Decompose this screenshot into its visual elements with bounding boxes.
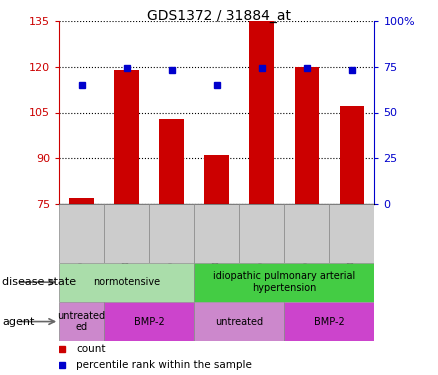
Bar — [59, 204, 104, 262]
Bar — [239, 204, 284, 262]
Text: count: count — [77, 344, 106, 354]
Bar — [194, 302, 284, 341]
Bar — [159, 118, 184, 204]
Bar — [194, 262, 374, 302]
Text: normotensive: normotensive — [93, 277, 160, 287]
Bar — [104, 204, 149, 262]
Bar — [339, 106, 364, 204]
Bar — [294, 67, 319, 204]
Text: GDS1372 / 31884_at: GDS1372 / 31884_at — [147, 9, 291, 23]
Bar — [104, 302, 194, 341]
Bar — [250, 21, 274, 204]
Text: idiopathic pulmonary arterial
hypertension: idiopathic pulmonary arterial hypertensi… — [213, 272, 356, 293]
Bar — [149, 204, 194, 262]
Bar — [59, 302, 104, 341]
Text: untreated
ed: untreated ed — [57, 311, 106, 332]
Bar — [114, 70, 139, 204]
Text: BMP-2: BMP-2 — [134, 316, 165, 327]
Bar — [69, 198, 94, 204]
Text: BMP-2: BMP-2 — [314, 316, 345, 327]
Bar — [194, 204, 239, 262]
Text: percentile rank within the sample: percentile rank within the sample — [77, 360, 252, 370]
Bar — [329, 204, 374, 262]
Bar — [59, 262, 194, 302]
Text: agent: agent — [2, 316, 35, 327]
Bar — [284, 302, 374, 341]
Text: disease state: disease state — [2, 277, 76, 287]
Bar — [284, 204, 329, 262]
Text: untreated: untreated — [215, 316, 263, 327]
Bar — [205, 155, 229, 204]
